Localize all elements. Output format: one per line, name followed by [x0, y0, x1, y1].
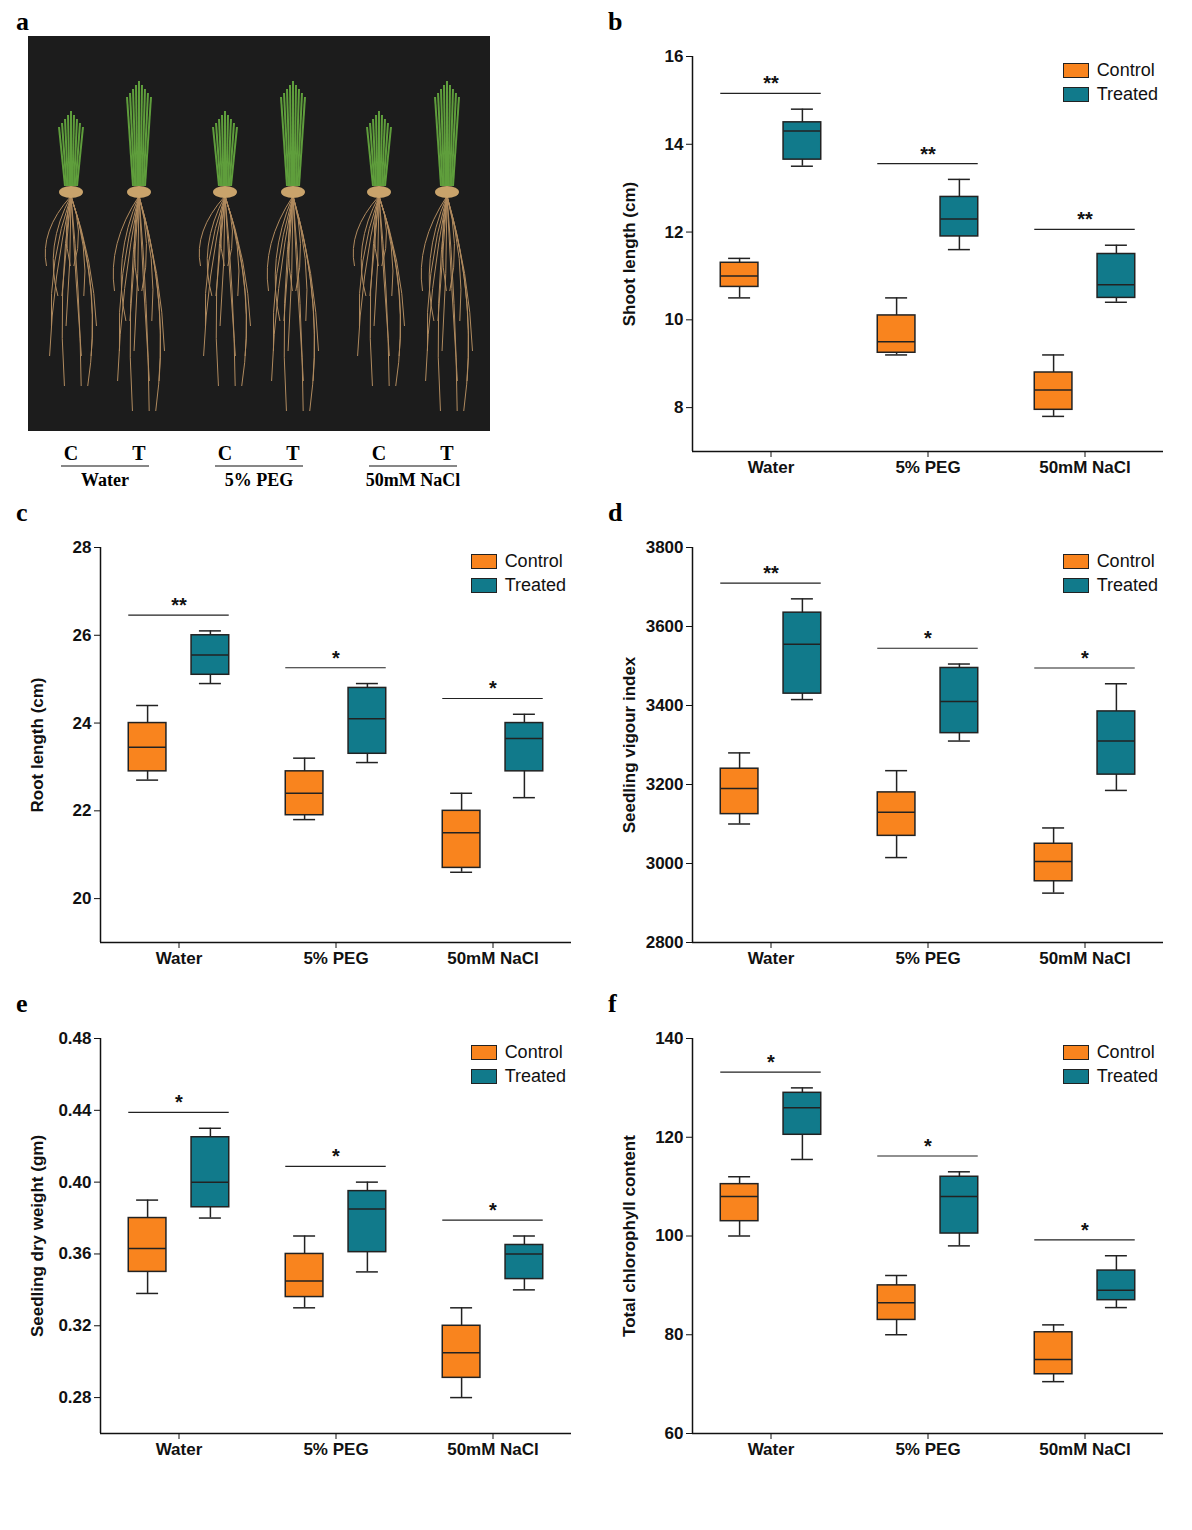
svg-text:*: * [332, 1145, 340, 1167]
svg-text:22: 22 [73, 801, 92, 820]
svg-text:*: * [332, 647, 340, 669]
svg-text:2800: 2800 [646, 933, 684, 952]
svg-text:Seedling vigour index: Seedling vigour index [620, 656, 639, 833]
html-text:Treated: Treated [1096, 83, 1158, 104]
svg-text:0.44: 0.44 [58, 1101, 92, 1120]
svg-text:60: 60 [665, 1424, 684, 1443]
svg-text:*: * [175, 1091, 183, 1113]
svg-text:**: ** [763, 72, 779, 94]
svg-text:0.40: 0.40 [58, 1173, 91, 1192]
svg-text:3600: 3600 [646, 617, 684, 636]
svg-text:T: T [132, 442, 146, 464]
svg-text:16: 16 [665, 47, 684, 66]
svg-text:5% PEG: 5% PEG [303, 949, 368, 968]
svg-text:80: 80 [665, 1325, 684, 1344]
svg-text:5% PEG: 5% PEG [225, 470, 294, 490]
html-text:e: e [16, 989, 28, 1018]
svg-text:Water: Water [81, 470, 129, 490]
html-text:Control: Control [504, 1041, 563, 1062]
svg-text:T: T [286, 442, 300, 464]
svg-text:28: 28 [73, 538, 92, 557]
svg-text:**: ** [763, 562, 779, 584]
svg-text:0.32: 0.32 [58, 1316, 91, 1335]
svg-text:*: * [767, 1051, 775, 1073]
svg-text:*: * [1081, 647, 1089, 669]
html-text:Control: Control [1096, 59, 1155, 80]
html-text:Treated: Treated [504, 1065, 566, 1086]
svg-text:3200: 3200 [646, 775, 684, 794]
svg-text:Root length (cm): Root length (cm) [28, 677, 47, 812]
svg-text:3000: 3000 [646, 854, 684, 873]
svg-text:26: 26 [73, 626, 92, 645]
svg-text:50mM NaCl: 50mM NaCl [366, 470, 460, 490]
svg-text:Total chlorophyll content: Total chlorophyll content [620, 1135, 639, 1337]
svg-text:**: ** [920, 143, 936, 165]
svg-text:120: 120 [655, 1128, 683, 1147]
svg-text:*: * [489, 677, 497, 699]
svg-text:**: ** [1077, 208, 1093, 230]
svg-text:**: ** [171, 594, 187, 616]
svg-text:3400: 3400 [646, 696, 684, 715]
svg-text:5% PEG: 5% PEG [895, 458, 960, 477]
svg-text:50mM NaCl: 50mM NaCl [447, 1440, 539, 1459]
svg-text:Water: Water [748, 458, 795, 477]
svg-text:24: 24 [73, 713, 92, 732]
svg-text:20: 20 [73, 889, 92, 908]
svg-text:Water: Water [156, 949, 203, 968]
svg-text:14: 14 [665, 135, 684, 154]
svg-text:100: 100 [655, 1226, 683, 1245]
svg-text:50mM NaCl: 50mM NaCl [1039, 949, 1131, 968]
svg-text:C: C [218, 442, 232, 464]
svg-text:C: C [372, 442, 386, 464]
html-text:d: d [608, 498, 623, 527]
svg-text:0.36: 0.36 [58, 1244, 91, 1263]
svg-text:10: 10 [665, 310, 684, 329]
html-text:Control: Control [1096, 1041, 1155, 1062]
svg-text:Water: Water [748, 949, 795, 968]
html-text:Treated: Treated [1096, 1065, 1158, 1086]
svg-text:50mM NaCl: 50mM NaCl [1039, 1440, 1131, 1459]
svg-text:140: 140 [655, 1029, 683, 1048]
svg-text:5% PEG: 5% PEG [303, 1440, 368, 1459]
html-text:c: c [16, 498, 28, 527]
svg-text:50mM NaCl: 50mM NaCl [1039, 458, 1131, 477]
html-text:a: a [16, 7, 29, 36]
svg-text:*: * [924, 627, 932, 649]
svg-text:Seedling dry weight (gm): Seedling dry weight (gm) [28, 1135, 47, 1337]
svg-text:*: * [489, 1199, 497, 1221]
html-text:Treated: Treated [504, 574, 566, 595]
svg-text:*: * [1081, 1219, 1089, 1241]
svg-text:5% PEG: 5% PEG [895, 949, 960, 968]
svg-text:50mM NaCl: 50mM NaCl [447, 949, 539, 968]
svg-text:8: 8 [674, 398, 683, 417]
svg-text:5% PEG: 5% PEG [895, 1440, 960, 1459]
svg-text:*: * [924, 1135, 932, 1157]
svg-text:0.28: 0.28 [58, 1388, 91, 1407]
html-text:Control: Control [1096, 550, 1155, 571]
html-text:f: f [608, 989, 617, 1018]
svg-text:Shoot length (cm): Shoot length (cm) [620, 182, 639, 326]
svg-text:T: T [440, 442, 454, 464]
html-text:b: b [608, 7, 623, 36]
svg-text:0.48: 0.48 [58, 1029, 91, 1048]
html-text:Treated: Treated [1096, 574, 1158, 595]
svg-text:C: C [64, 442, 78, 464]
svg-text:12: 12 [665, 222, 684, 241]
html-text:Control: Control [504, 550, 563, 571]
svg-text:Water: Water [748, 1440, 795, 1459]
svg-text:Water: Water [156, 1440, 203, 1459]
svg-text:3800: 3800 [646, 538, 684, 557]
